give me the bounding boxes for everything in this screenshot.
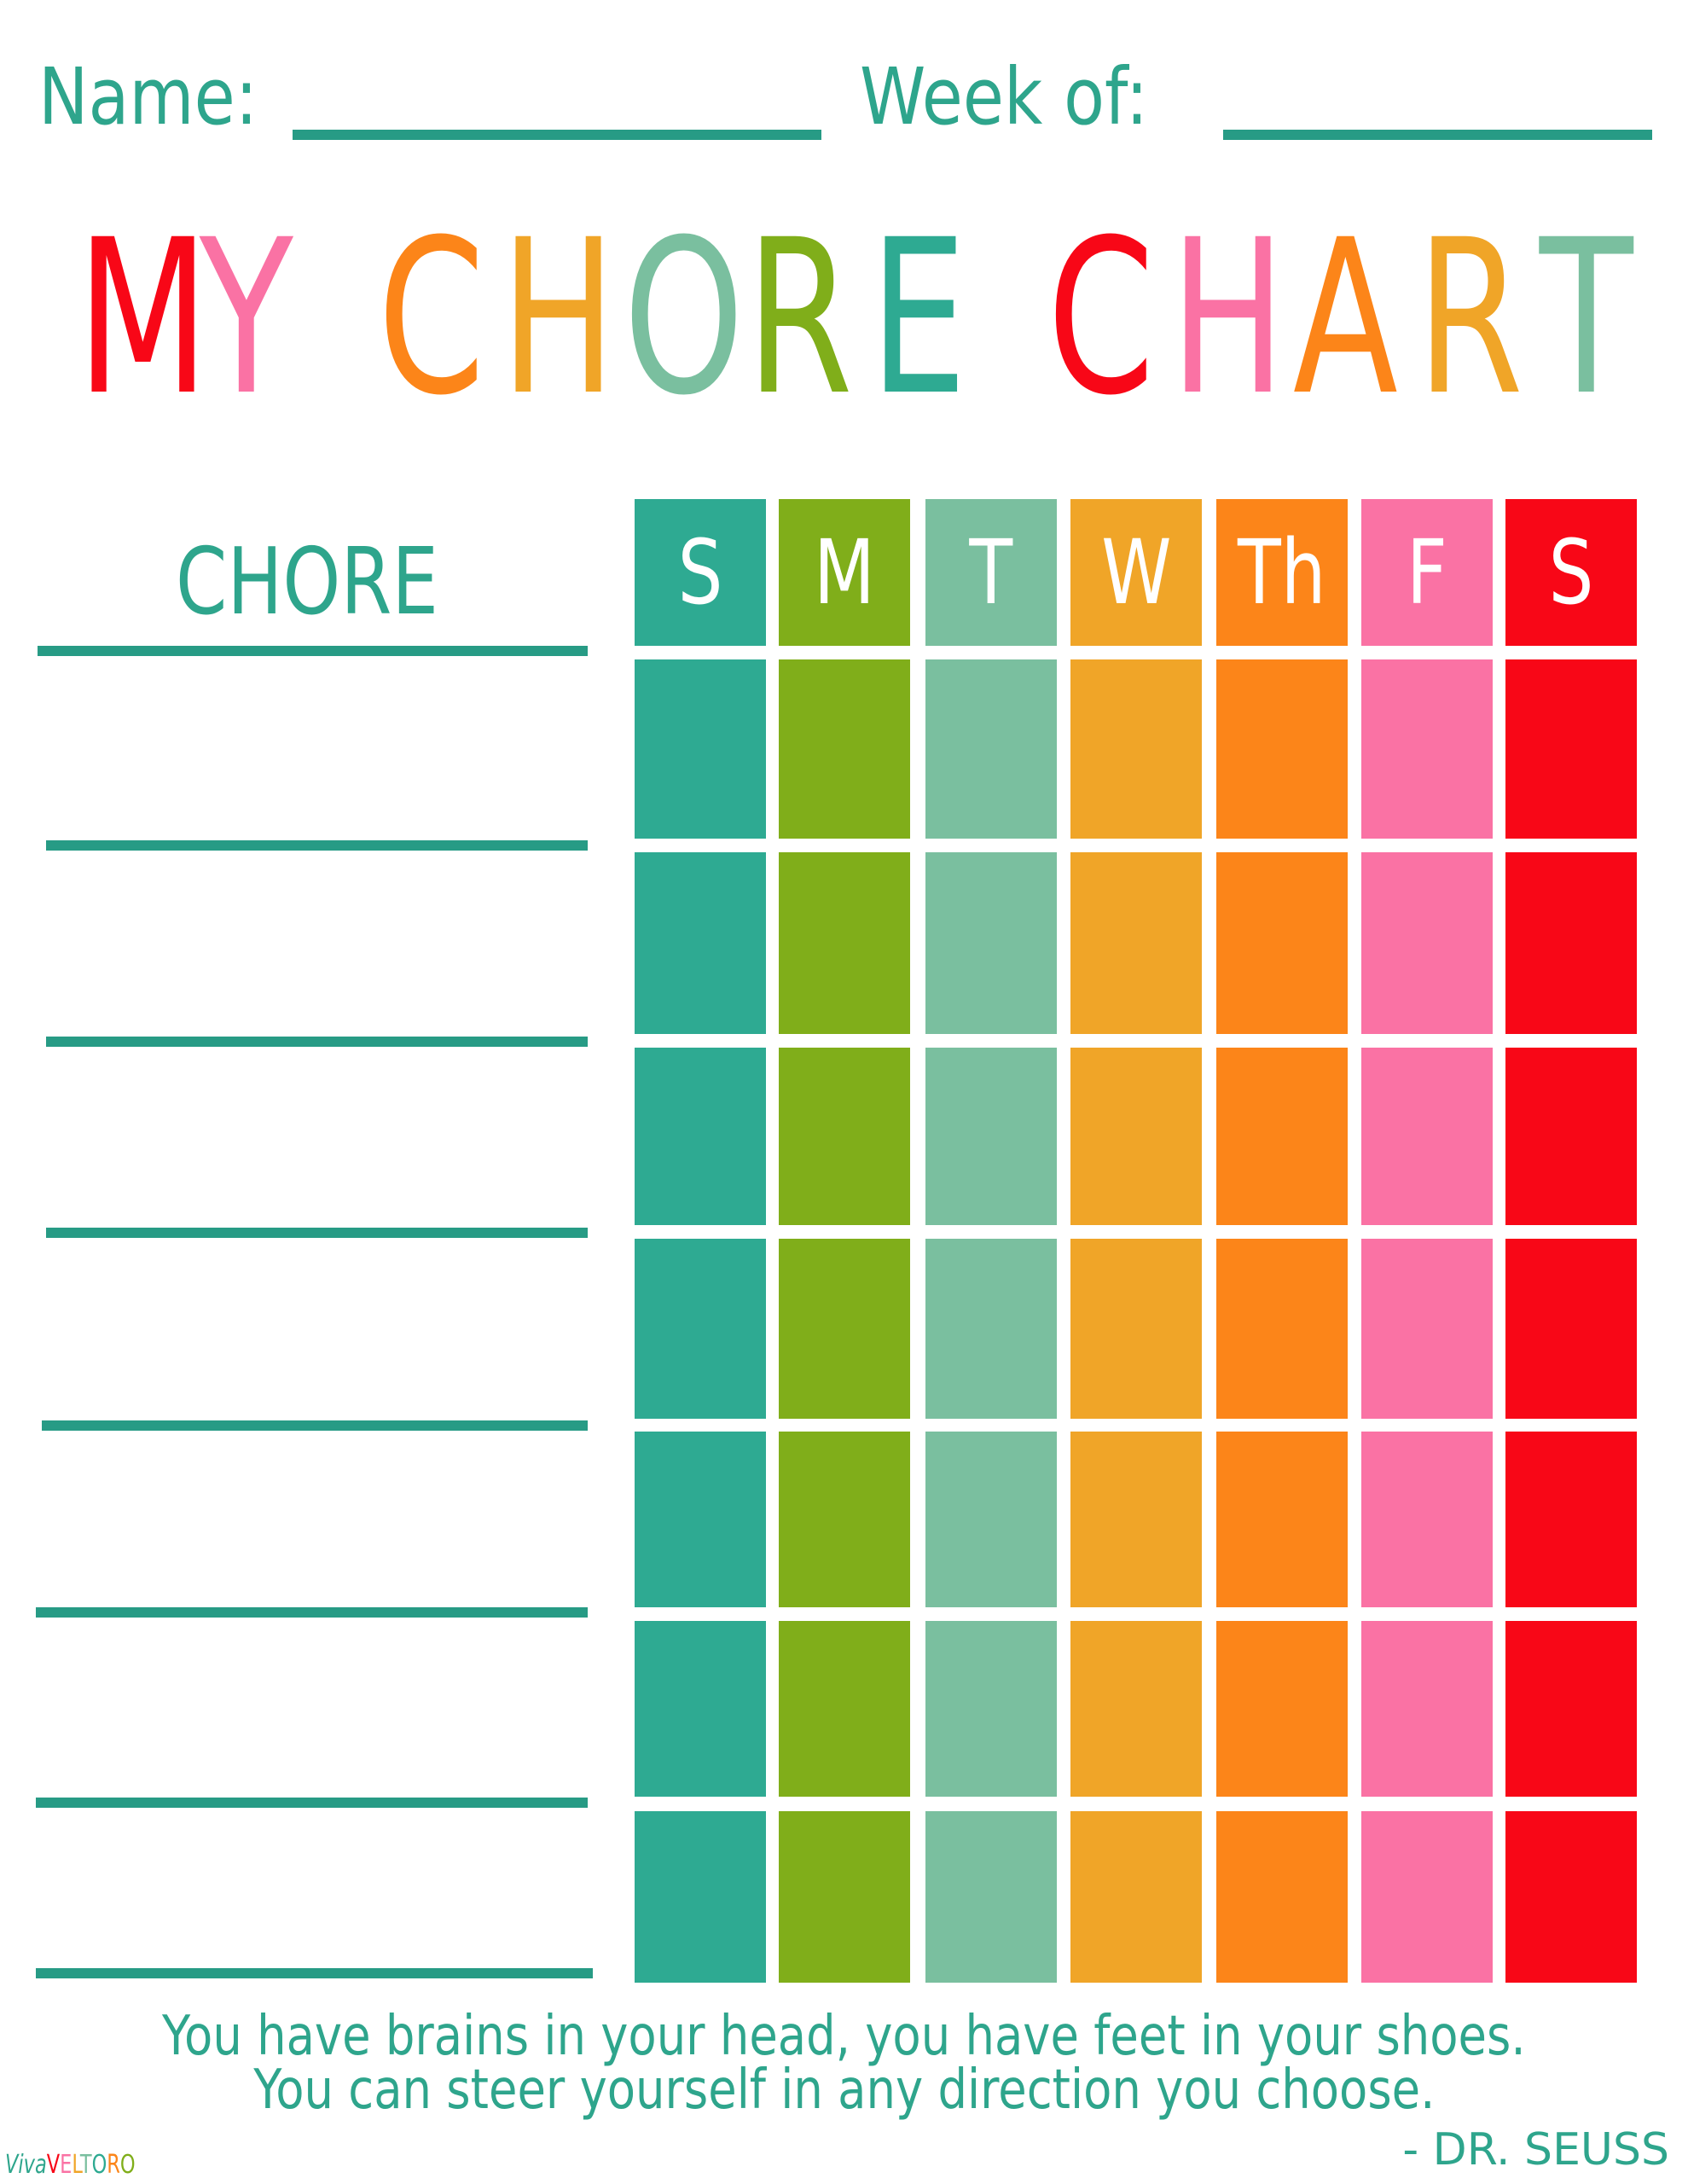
week-of-field[interactable] bbox=[1223, 130, 1652, 140]
check-box[interactable] bbox=[925, 1811, 1057, 1983]
day-header: F bbox=[1361, 499, 1493, 646]
check-box[interactable] bbox=[925, 1239, 1057, 1419]
title-letter: C bbox=[1047, 194, 1155, 442]
week-of-label: Week of: bbox=[860, 51, 1149, 142]
chore-entry-line[interactable] bbox=[46, 1228, 588, 1238]
day-label: S bbox=[1548, 520, 1594, 624]
check-box[interactable] bbox=[925, 1432, 1057, 1607]
check-box[interactable] bbox=[779, 852, 910, 1034]
check-box[interactable] bbox=[1505, 1239, 1637, 1419]
check-box[interactable] bbox=[1361, 659, 1493, 839]
title-letter: T bbox=[1539, 194, 1633, 442]
title-letter: Y bbox=[200, 194, 293, 442]
check-box[interactable] bbox=[1070, 852, 1202, 1034]
check-box[interactable] bbox=[1505, 1048, 1637, 1225]
check-box[interactable] bbox=[1216, 1621, 1348, 1797]
check-box[interactable] bbox=[1361, 852, 1493, 1034]
chore-entry-line[interactable] bbox=[36, 1798, 588, 1808]
check-box[interactable] bbox=[1505, 659, 1637, 839]
check-box[interactable] bbox=[925, 1048, 1057, 1225]
check-box[interactable] bbox=[779, 1811, 910, 1983]
check-box[interactable] bbox=[1070, 659, 1202, 839]
check-box[interactable] bbox=[779, 1621, 910, 1797]
check-box[interactable] bbox=[1070, 1239, 1202, 1419]
chore-header-underline bbox=[38, 646, 588, 656]
quote-author: - DR. SEUSS bbox=[1402, 2124, 1669, 2175]
check-box[interactable] bbox=[635, 1239, 766, 1419]
check-box[interactable] bbox=[1361, 1048, 1493, 1225]
quote-line-1: You have brains in your head, you have f… bbox=[0, 2009, 1688, 2064]
title-letter: M bbox=[76, 194, 210, 442]
day-header: S bbox=[635, 499, 766, 646]
check-box[interactable] bbox=[779, 1432, 910, 1607]
day-label: T bbox=[969, 520, 1013, 624]
title-letter: C bbox=[377, 194, 485, 442]
check-box[interactable] bbox=[635, 852, 766, 1034]
check-box[interactable] bbox=[925, 659, 1057, 839]
check-box[interactable] bbox=[635, 1621, 766, 1797]
check-box[interactable] bbox=[1216, 659, 1348, 839]
chore-entry-line[interactable] bbox=[46, 1037, 588, 1047]
title-letter: R bbox=[746, 194, 854, 442]
check-box[interactable] bbox=[1361, 1432, 1493, 1607]
quote-text-1: You have brains in your head, you have f… bbox=[162, 2005, 1526, 2068]
day-header: W bbox=[1070, 499, 1202, 646]
check-box[interactable] bbox=[779, 659, 910, 839]
check-box[interactable] bbox=[779, 1048, 910, 1225]
title-letter: H bbox=[500, 194, 617, 442]
title-letter: O bbox=[623, 194, 745, 442]
chore-entry-line[interactable] bbox=[42, 1420, 588, 1431]
title-letter: H bbox=[1169, 194, 1286, 442]
day-label: W bbox=[1100, 520, 1172, 624]
chore-entry-line[interactable] bbox=[36, 1607, 588, 1618]
check-box[interactable] bbox=[1361, 1811, 1493, 1983]
day-header: M bbox=[779, 499, 910, 646]
quote-text-2: You can steer yourself in any direction … bbox=[252, 2059, 1436, 2122]
check-box[interactable] bbox=[925, 1621, 1057, 1797]
day-header: Th bbox=[1216, 499, 1348, 646]
check-box[interactable] bbox=[1216, 1432, 1348, 1607]
day-label: S bbox=[677, 520, 723, 624]
check-box[interactable] bbox=[1361, 1621, 1493, 1797]
chore-entry-line[interactable] bbox=[46, 840, 588, 851]
check-box[interactable] bbox=[1216, 1048, 1348, 1225]
check-box[interactable] bbox=[1070, 1811, 1202, 1983]
day-header: T bbox=[925, 499, 1057, 646]
check-box[interactable] bbox=[1505, 1621, 1637, 1797]
check-box[interactable] bbox=[635, 1811, 766, 1983]
check-box[interactable] bbox=[635, 1432, 766, 1607]
check-box[interactable] bbox=[635, 1048, 766, 1225]
title-letter: A bbox=[1293, 194, 1399, 442]
chore-column-header: CHORE bbox=[176, 529, 438, 636]
title-letter: R bbox=[1416, 194, 1523, 442]
check-box[interactable] bbox=[1070, 1048, 1202, 1225]
check-box[interactable] bbox=[779, 1239, 910, 1419]
check-box[interactable] bbox=[1505, 1432, 1637, 1607]
check-box[interactable] bbox=[1070, 1621, 1202, 1797]
check-box[interactable] bbox=[1505, 852, 1637, 1034]
check-box[interactable] bbox=[1216, 1239, 1348, 1419]
day-label: Th bbox=[1238, 520, 1326, 624]
check-box[interactable] bbox=[1216, 1811, 1348, 1983]
day-label: F bbox=[1407, 520, 1447, 624]
check-box[interactable] bbox=[635, 659, 766, 839]
check-box[interactable] bbox=[1361, 1239, 1493, 1419]
check-box[interactable] bbox=[1070, 1432, 1202, 1607]
brand-logo: VivaVELTORO bbox=[5, 2150, 136, 2180]
chore-entry-line[interactable] bbox=[36, 1968, 593, 1978]
quote-line-2: You can steer yourself in any direction … bbox=[0, 2063, 1688, 2117]
day-header: S bbox=[1505, 499, 1637, 646]
check-box[interactable] bbox=[1505, 1811, 1637, 1983]
title-letter: E bbox=[869, 194, 967, 442]
name-label: Name: bbox=[38, 51, 258, 142]
name-field[interactable] bbox=[293, 130, 821, 140]
check-box[interactable] bbox=[925, 852, 1057, 1034]
day-label: M bbox=[814, 520, 875, 624]
check-box[interactable] bbox=[1216, 852, 1348, 1034]
